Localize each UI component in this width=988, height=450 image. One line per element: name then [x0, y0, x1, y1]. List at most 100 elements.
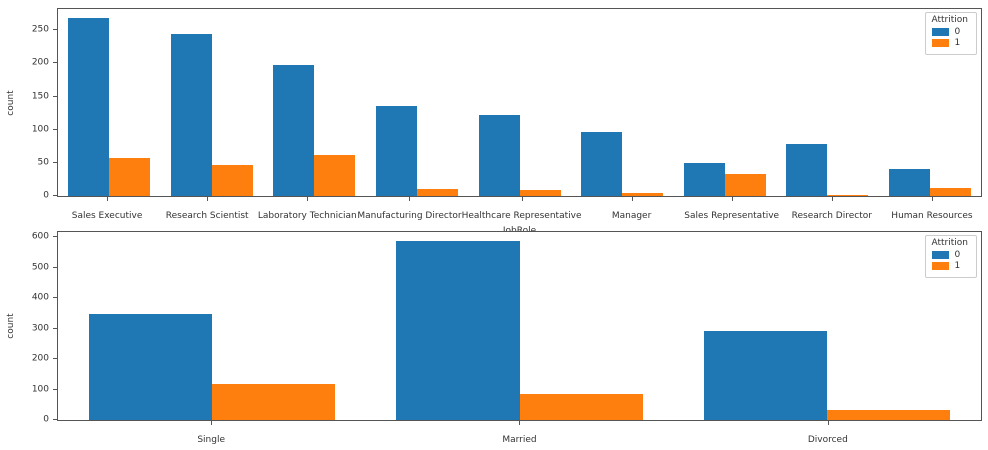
- y-tick-mark: [53, 29, 57, 31]
- bar-divorced-0: [704, 330, 828, 420]
- y-tick-label: 600: [31, 231, 49, 242]
- x-tick-mark: [631, 197, 633, 201]
- x-tick: Single: [57, 421, 365, 446]
- y-tick-mark: [53, 161, 57, 163]
- y-tick-label: 150: [31, 91, 49, 102]
- x-tick-label: Sales Executive: [71, 211, 143, 221]
- x-tick: Laboratory Technician: [257, 197, 357, 222]
- legend-entry: 1: [931, 37, 969, 48]
- x-tick-labels: Single Married Divorced: [57, 421, 982, 446]
- x-tick: Research Director: [782, 197, 882, 222]
- legend-entry: 0: [931, 27, 969, 37]
- bar-group: [571, 9, 674, 196]
- y-tick-mark: [53, 388, 57, 390]
- bar-group: [366, 232, 674, 420]
- bar-group: [468, 9, 571, 196]
- bar-healthcare-representative-1: [519, 190, 561, 196]
- x-tick-mark: [519, 421, 521, 425]
- bar-sales-executive-1: [109, 158, 151, 196]
- y-tick-mark: [53, 62, 57, 64]
- legend-title: Attrition: [931, 15, 969, 25]
- bar-manufacturing-director-1: [416, 189, 458, 196]
- bar-group: [673, 9, 776, 196]
- x-tick-label: Human Resources: [891, 211, 973, 221]
- bar-manager-1: [622, 192, 664, 196]
- x-tick-label: Divorced: [807, 435, 848, 445]
- legend-swatch-1: [931, 39, 949, 48]
- x-tick: Sales Representative: [682, 197, 782, 222]
- x-tick-mark: [827, 421, 829, 425]
- y-tick-mark: [53, 266, 57, 268]
- x-tick: Married: [365, 421, 673, 446]
- bar-healthcare-representative-0: [478, 115, 520, 196]
- x-tick-labels: Sales Executive Research Scientist Laborat…: [57, 197, 982, 222]
- y-tick-label: 0: [43, 414, 49, 425]
- y-tick-label: 100: [31, 384, 49, 395]
- y-tick-label: 400: [31, 292, 49, 303]
- bar-research-director-0: [786, 144, 828, 196]
- bar-manufacturing-director-0: [375, 106, 417, 196]
- y-tick-label: 300: [31, 323, 49, 334]
- bar-human-resources-1: [929, 188, 971, 196]
- x-tick-label: Healthcare Representative: [461, 211, 582, 221]
- bar-single-0: [88, 313, 212, 420]
- x-tick: Sales Executive: [57, 197, 157, 222]
- legend-title: Attrition: [931, 238, 969, 248]
- bar-group: [776, 9, 879, 196]
- x-tick: Divorced: [674, 421, 982, 446]
- y-tick-mark: [53, 195, 57, 196]
- bar-married-0: [396, 240, 520, 420]
- y-tick-mark: [53, 327, 57, 329]
- legend-entry-label: 0: [954, 249, 961, 260]
- bar-single-1: [211, 383, 335, 420]
- y-tick-mark: [53, 419, 57, 420]
- x-tick-mark: [931, 197, 933, 201]
- bars: [58, 232, 981, 420]
- bar-group: [879, 9, 982, 196]
- legend-entry-label: 1: [954, 37, 961, 48]
- x-tick: Manager: [582, 197, 682, 222]
- x-tick: Research Scientist: [157, 197, 257, 222]
- x-tick: Manufacturing Director: [357, 197, 462, 222]
- x-tick-mark: [831, 197, 833, 201]
- y-tick-mark: [53, 297, 57, 299]
- legend-swatch-0: [931, 251, 949, 260]
- legend-swatch-1: [931, 262, 949, 271]
- bar-research-scientist-1: [211, 164, 253, 196]
- bar-sales-representative-0: [683, 162, 725, 196]
- x-tick-mark: [409, 197, 411, 201]
- bar-manager-0: [581, 131, 623, 196]
- bar-laboratory-technician-1: [314, 154, 356, 196]
- x-tick-mark: [107, 197, 109, 201]
- x-tick: Healthcare Representative: [462, 197, 582, 222]
- y-tick-label: 200: [31, 57, 49, 68]
- y-tick-mark: [53, 236, 57, 238]
- y-tick-mark: [53, 95, 57, 97]
- legend-entry: 0: [931, 249, 969, 260]
- legend-entry-label: 1: [954, 260, 961, 271]
- x-tick-mark: [211, 421, 213, 425]
- bar-sales-representative-1: [724, 174, 766, 196]
- bar-group: [263, 9, 366, 196]
- x-tick-label: Manufacturing Director: [357, 211, 462, 221]
- bar-divorced-1: [827, 409, 951, 420]
- bar-sales-executive-0: [68, 17, 110, 196]
- y-tick-label: 200: [31, 353, 49, 364]
- bar-group: [673, 232, 981, 420]
- y-tick-label: 250: [31, 24, 49, 35]
- y-tick-label: 0: [43, 190, 49, 201]
- bar-group: [58, 232, 366, 420]
- bar-group: [366, 9, 469, 196]
- legend-swatch-0: [931, 28, 949, 37]
- bar-research-scientist-0: [170, 33, 212, 196]
- x-tick-label: Single: [197, 435, 225, 445]
- bar-group: [58, 9, 161, 196]
